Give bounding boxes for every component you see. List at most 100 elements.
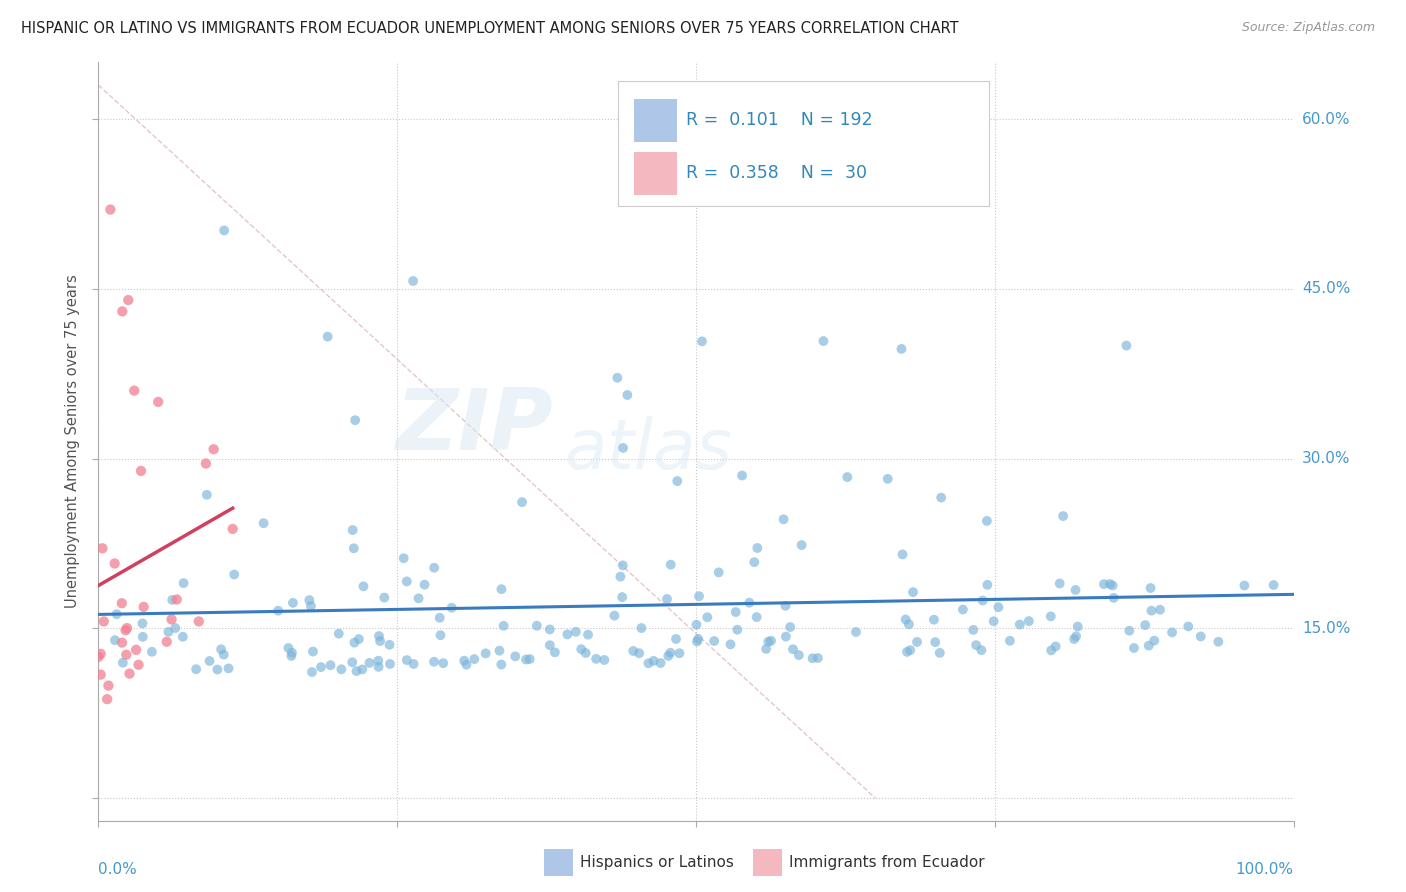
- Point: [198, 654, 221, 668]
- Point: [367, 654, 389, 668]
- Point: [186, 662, 208, 676]
- Point: [162, 593, 184, 607]
- Point: [845, 624, 868, 639]
- Point: [456, 657, 478, 672]
- Point: [686, 634, 709, 648]
- Point: [128, 657, 150, 672]
- Point: [352, 579, 374, 593]
- Point: [952, 602, 974, 616]
- Point: [104, 557, 127, 571]
- Point: [173, 576, 195, 591]
- Point: [637, 657, 659, 671]
- Point: [668, 646, 690, 660]
- Point: [111, 656, 134, 670]
- Point: [209, 642, 232, 657]
- Point: [347, 632, 370, 646]
- Point: [298, 593, 321, 607]
- Point: [630, 621, 652, 635]
- Point: [343, 635, 366, 649]
- Point: [463, 652, 485, 666]
- Text: 30.0%: 30.0%: [1302, 451, 1350, 466]
- Point: [221, 522, 243, 536]
- Point: [492, 619, 515, 633]
- Point: [901, 585, 924, 599]
- Point: [1039, 609, 1062, 624]
- Point: [115, 621, 138, 635]
- Point: [166, 592, 188, 607]
- Point: [1135, 618, 1157, 632]
- Point: [724, 605, 747, 619]
- Text: 45.0%: 45.0%: [1302, 281, 1350, 296]
- Point: [491, 582, 513, 596]
- Point: [267, 604, 290, 618]
- Point: [1045, 640, 1067, 654]
- Point: [876, 472, 898, 486]
- Point: [1263, 578, 1285, 592]
- FancyBboxPatch shape: [544, 848, 572, 876]
- Point: [342, 523, 364, 537]
- Text: Immigrants from Ecuador: Immigrants from Ecuador: [789, 855, 984, 870]
- Point: [1064, 629, 1087, 643]
- Text: atlas: atlas: [565, 416, 733, 483]
- Text: Source: ZipAtlas.com: Source: ZipAtlas.com: [1241, 21, 1375, 34]
- Point: [413, 577, 436, 591]
- Text: R =  0.358    N =  30: R = 0.358 N = 30: [686, 164, 868, 182]
- Point: [125, 642, 148, 657]
- Point: [1115, 338, 1137, 352]
- Point: [666, 474, 689, 488]
- Point: [277, 640, 299, 655]
- Point: [281, 596, 304, 610]
- Point: [657, 648, 679, 663]
- Point: [688, 632, 710, 646]
- Point: [132, 630, 155, 644]
- Point: [976, 578, 998, 592]
- Point: [368, 634, 391, 648]
- Point: [756, 634, 779, 648]
- Point: [703, 634, 725, 648]
- Point: [616, 388, 638, 402]
- Point: [114, 624, 136, 638]
- Point: [1208, 634, 1230, 648]
- Point: [890, 342, 912, 356]
- Point: [585, 652, 607, 666]
- Point: [105, 607, 128, 621]
- Point: [650, 656, 672, 670]
- Point: [423, 655, 446, 669]
- Text: HISPANIC OR LATINO VS IMMIGRANTS FROM ECUADOR UNEMPLOYMENT AMONG SENIORS OVER 75: HISPANIC OR LATINO VS IMMIGRANTS FROM EC…: [21, 21, 959, 36]
- Point: [117, 293, 139, 307]
- Point: [402, 274, 425, 288]
- Point: [1118, 624, 1140, 638]
- Point: [309, 660, 332, 674]
- Point: [202, 442, 225, 457]
- Point: [98, 202, 122, 217]
- Point: [148, 395, 170, 409]
- Point: [111, 596, 134, 610]
- Text: 0.0%: 0.0%: [98, 863, 138, 878]
- Point: [131, 616, 153, 631]
- Point: [747, 541, 769, 555]
- Point: [328, 626, 350, 640]
- Point: [970, 643, 993, 657]
- Point: [659, 558, 682, 572]
- Point: [1177, 619, 1199, 633]
- FancyBboxPatch shape: [634, 153, 676, 194]
- Point: [775, 630, 797, 644]
- Point: [111, 304, 134, 318]
- Point: [252, 516, 274, 531]
- Point: [87, 650, 110, 665]
- Point: [1140, 604, 1163, 618]
- Point: [395, 574, 418, 589]
- Point: [612, 590, 634, 604]
- Point: [1149, 603, 1171, 617]
- Point: [779, 620, 801, 634]
- Point: [395, 653, 418, 667]
- FancyBboxPatch shape: [754, 848, 782, 876]
- Point: [655, 592, 678, 607]
- Point: [129, 464, 152, 478]
- Point: [790, 538, 813, 552]
- Point: [976, 514, 998, 528]
- Point: [731, 468, 754, 483]
- Point: [922, 613, 945, 627]
- Point: [423, 560, 446, 574]
- Y-axis label: Unemployment Among Seniors over 75 years: Unemployment Among Seniors over 75 years: [65, 275, 80, 608]
